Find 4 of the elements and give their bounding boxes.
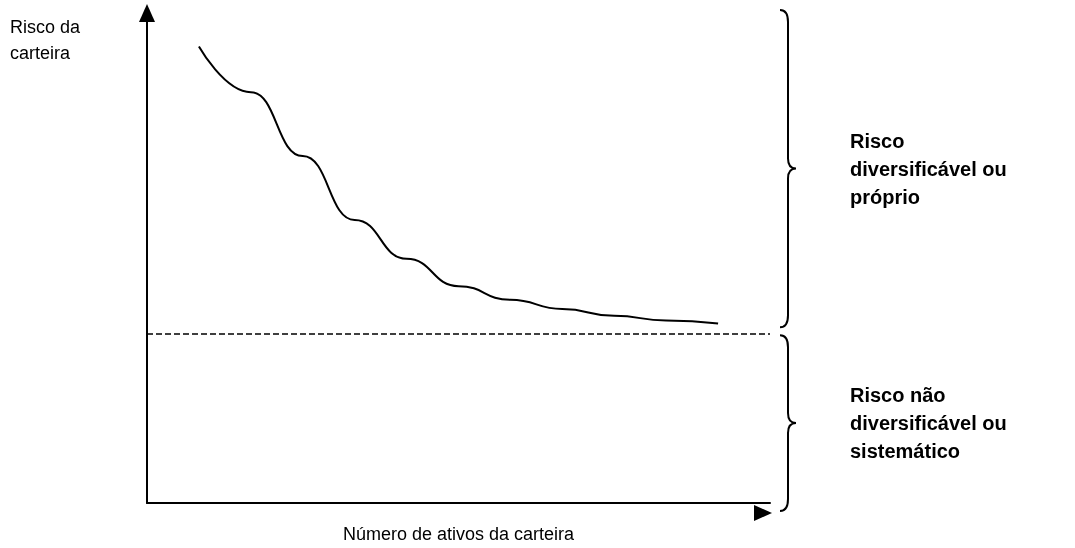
text: Risco não diversificável ou sistemático	[850, 383, 1008, 465]
y-axis-title: Risco da carteira	[10, 16, 82, 65]
text: Risco diversificável ou próprio	[850, 128, 1008, 210]
x-axis-title: Número de ativos da carteira	[342, 524, 576, 544]
